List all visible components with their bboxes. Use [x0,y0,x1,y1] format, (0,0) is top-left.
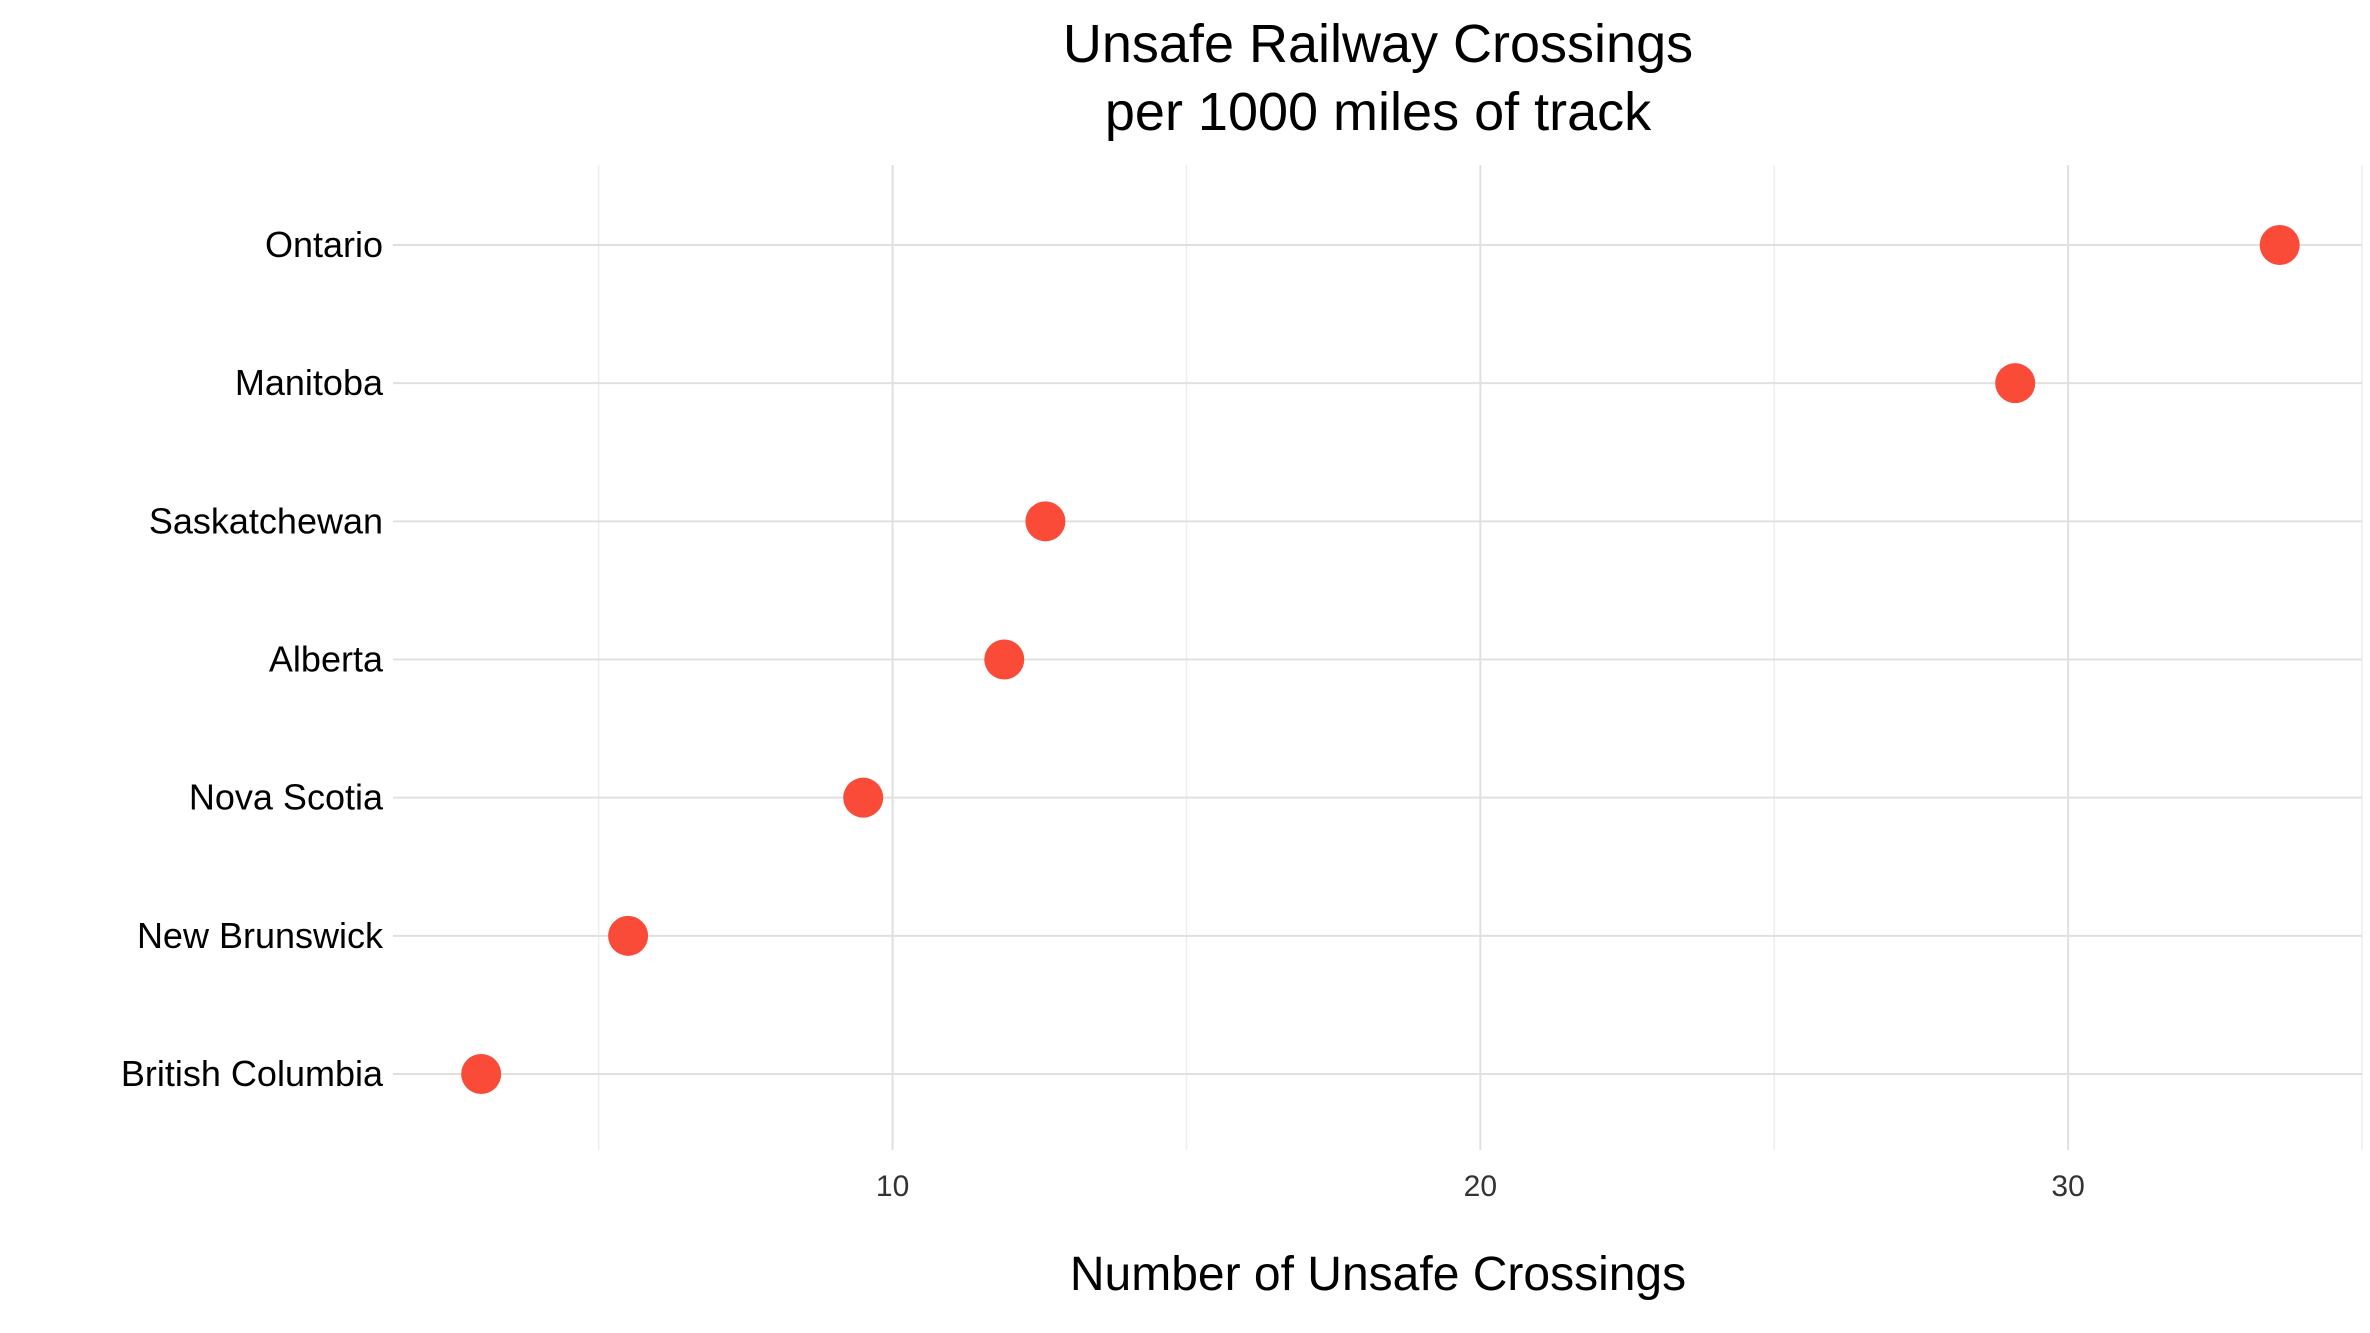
category-label: Nova Scotia [189,777,384,818]
grid-layer [393,165,2363,1150]
x-tick-label: 10 [876,1170,909,1203]
points-layer [461,225,2300,1094]
data-point [461,1054,502,1094]
category-label: Ontario [265,224,383,265]
data-point [984,639,1025,680]
category-label: New Brunswick [137,915,384,956]
category-label: Alberta [269,639,384,680]
category-label: British Columbia [121,1053,384,1094]
category-labels: Ontario Manitoba Saskatchewan Alberta Nova S… [121,224,384,1094]
chart-title: Unsafe Railway Crossings [1063,14,1693,74]
chart-subtitle: per 1000 miles of track [1105,82,1652,142]
x-tick-labels: 10 20 30 [876,1170,2085,1203]
x-tick-label: 20 [1464,1170,1497,1203]
x-axis-title: Number of Unsafe Crossings [1070,1248,1686,1301]
data-point [2259,225,2300,265]
x-tick-label: 30 [2051,1170,2084,1203]
data-point [1025,501,1066,542]
category-label: Saskatchewan [149,500,383,541]
data-point [843,777,884,818]
data-point [608,915,649,956]
category-label: Manitoba [235,362,384,403]
data-point [1995,363,2036,404]
